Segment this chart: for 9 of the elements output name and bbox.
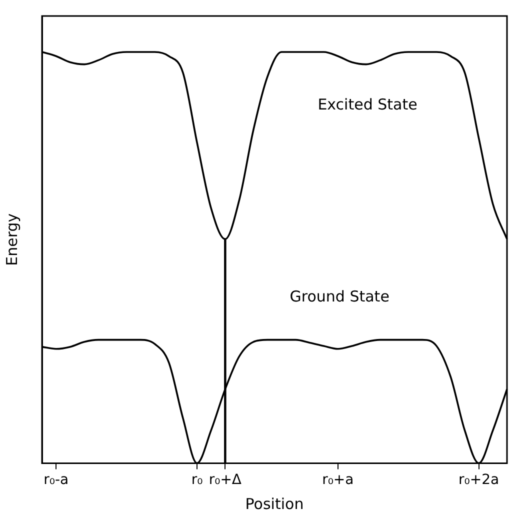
x-tick-label: r₀+Δ	[208, 472, 242, 488]
x-tick-label: r₀-a	[44, 472, 69, 488]
x-tick-label: r₀+2a	[458, 472, 500, 488]
x-axis-title: Position	[245, 494, 304, 513]
text: Ground State	[290, 288, 390, 306]
text: Excited State	[318, 95, 418, 114]
x-tick-label: r₀	[191, 472, 204, 488]
x-tick-label: r₀+a	[322, 472, 354, 488]
y-axis-title: Energy	[2, 213, 21, 266]
